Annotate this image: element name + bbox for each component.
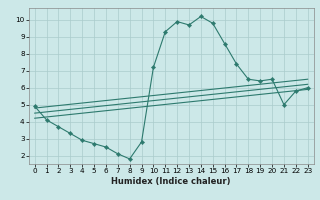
X-axis label: Humidex (Indice chaleur): Humidex (Indice chaleur) xyxy=(111,177,231,186)
